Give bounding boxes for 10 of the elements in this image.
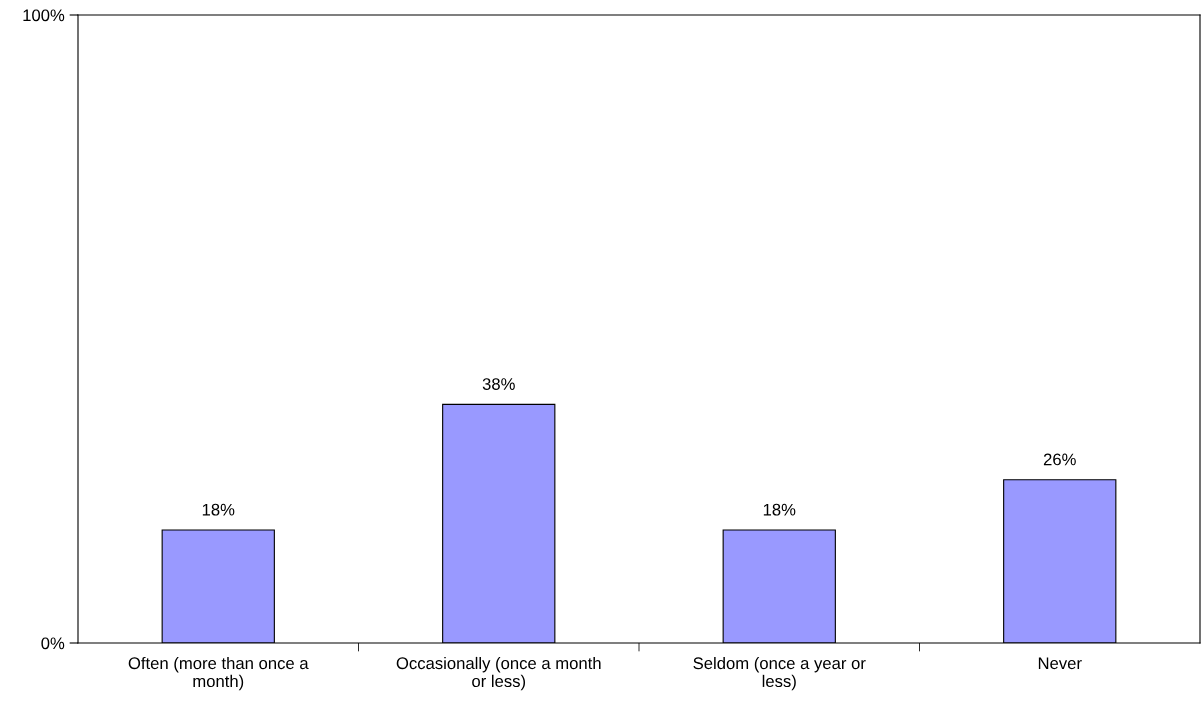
- y-tick-label: 100%: [23, 9, 65, 22]
- x-tick-label: Never: [1038, 657, 1082, 670]
- x-tick-label: Often (more than once a month): [128, 656, 309, 691]
- data-label: 26%: [1043, 453, 1076, 466]
- y-tick-label: 0%: [41, 637, 65, 650]
- data-label: 38%: [482, 378, 515, 390]
- x-tick-label: Occasionally (once a month or less): [396, 656, 601, 691]
- data-label: 18%: [763, 503, 796, 516]
- x-tick-label: Seldom (once a year or less): [693, 656, 866, 691]
- data-label: 18%: [202, 503, 235, 516]
